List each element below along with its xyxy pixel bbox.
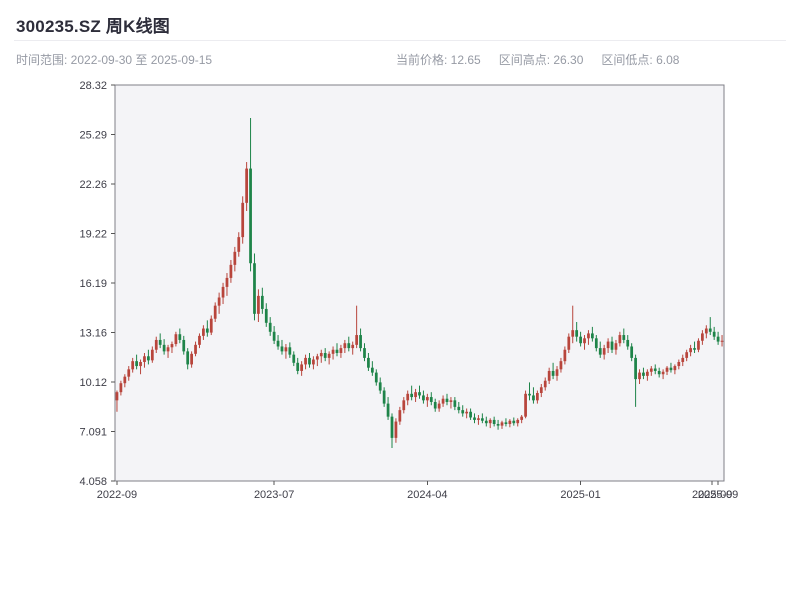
range-low-label: 区间低点: 6.08 <box>601 53 680 67</box>
svg-text:19.22: 19.22 <box>79 229 107 241</box>
svg-text:25.29: 25.29 <box>79 129 107 141</box>
svg-text:7.091: 7.091 <box>79 426 107 438</box>
header-divider <box>14 40 786 41</box>
page-title: 300235.SZ 周K线图 <box>16 17 170 36</box>
svg-text:22.26: 22.26 <box>79 179 107 191</box>
svg-text:2022-09: 2022-09 <box>97 489 137 501</box>
svg-text:2023-07: 2023-07 <box>254 489 294 501</box>
range-high-label: 区间高点: 26.30 <box>498 53 584 67</box>
svg-text:4.058: 4.058 <box>79 476 107 488</box>
svg-text:13.16: 13.16 <box>79 327 107 339</box>
svg-text:2025-09: 2025-09 <box>698 489 738 501</box>
svg-text:2025-01: 2025-01 <box>560 489 600 501</box>
date-range-label: 时间范围: 2022-09-30 至 2025-09-15 <box>16 53 213 67</box>
svg-text:28.32: 28.32 <box>79 80 107 92</box>
price-summary: 当前价格: 12.65 区间高点: 26.30 区间低点: 6.08 <box>396 51 679 68</box>
current-price-label: 当前价格: 12.65 <box>396 53 481 67</box>
svg-text:2024-04: 2024-04 <box>407 489 447 501</box>
svg-text:16.19: 16.19 <box>79 278 107 290</box>
svg-text:2025-09: 2025-09 <box>692 489 732 501</box>
svg-text:10.12: 10.12 <box>79 377 107 389</box>
